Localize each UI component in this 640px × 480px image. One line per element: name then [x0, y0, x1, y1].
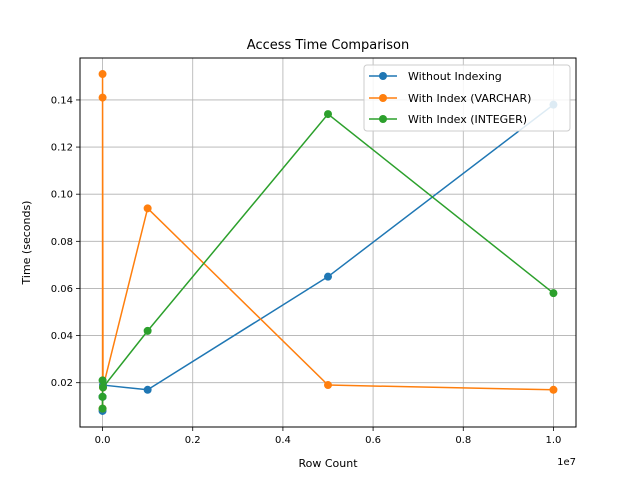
legend-entry-with-index-integer: With Index (INTEGER)	[369, 113, 527, 126]
data-point	[549, 385, 558, 394]
x-tick-label: 0.2	[185, 435, 201, 446]
series-layer	[98, 70, 558, 415]
x-axis-offset-label: 1e7	[557, 457, 576, 468]
y-tick-label: 0.04	[51, 331, 73, 342]
y-tick-label: 0.14	[51, 95, 73, 106]
legend-label: With Index (VARCHAR)	[408, 92, 531, 105]
chart-title: Access Time Comparison	[247, 38, 409, 53]
x-tick-label: 1.0	[546, 435, 562, 446]
legend-marker	[379, 72, 387, 80]
legend-label: Without Indexing	[408, 70, 502, 83]
data-point	[98, 392, 107, 401]
data-point	[98, 404, 107, 413]
data-point	[98, 93, 107, 102]
data-point	[324, 272, 332, 281]
legend-marker	[379, 115, 387, 123]
y-axis-label: Time (seconds)	[20, 201, 33, 286]
grid	[80, 58, 576, 427]
x-axis-label: Row Count	[298, 457, 358, 470]
legend-marker	[379, 94, 387, 102]
legend-entry-without-indexing: Without Indexing	[369, 70, 502, 83]
legend: Without Indexing With Index (VARCHAR) Wi…	[363, 64, 571, 132]
data-point	[98, 70, 107, 79]
x-tick-label: 0.8	[455, 435, 471, 446]
data-point	[98, 383, 107, 392]
legend-label: With Index (INTEGER)	[408, 113, 527, 126]
x-tick-label: 0.6	[365, 435, 381, 446]
y-tick-label: 0.12	[51, 143, 73, 154]
y-tick-label: 0.02	[51, 378, 73, 389]
data-point	[98, 376, 107, 385]
plot-frame	[79, 57, 577, 428]
x-tick-label: 0.4	[275, 435, 291, 446]
data-point	[143, 326, 152, 335]
series-2	[98, 110, 558, 413]
x-tick-label: 0.0	[95, 435, 111, 446]
y-tick-label: 0.06	[51, 284, 73, 295]
data-point	[324, 110, 332, 119]
y-tick-label: 0.08	[51, 237, 73, 248]
data-point	[143, 204, 152, 213]
y-tick-label: 0.10	[51, 190, 73, 201]
data-point	[143, 385, 152, 394]
data-point	[324, 381, 332, 390]
legend-frame	[363, 64, 571, 132]
data-point	[549, 289, 558, 298]
legend-entry-with-index-varchar: With Index (VARCHAR)	[369, 92, 531, 105]
axis-ticks: 0.0 0.2 0.4 0.6 0.8 1.0 0.02 0.04 0.06 0.08 0.10 0.…	[51, 95, 562, 446]
